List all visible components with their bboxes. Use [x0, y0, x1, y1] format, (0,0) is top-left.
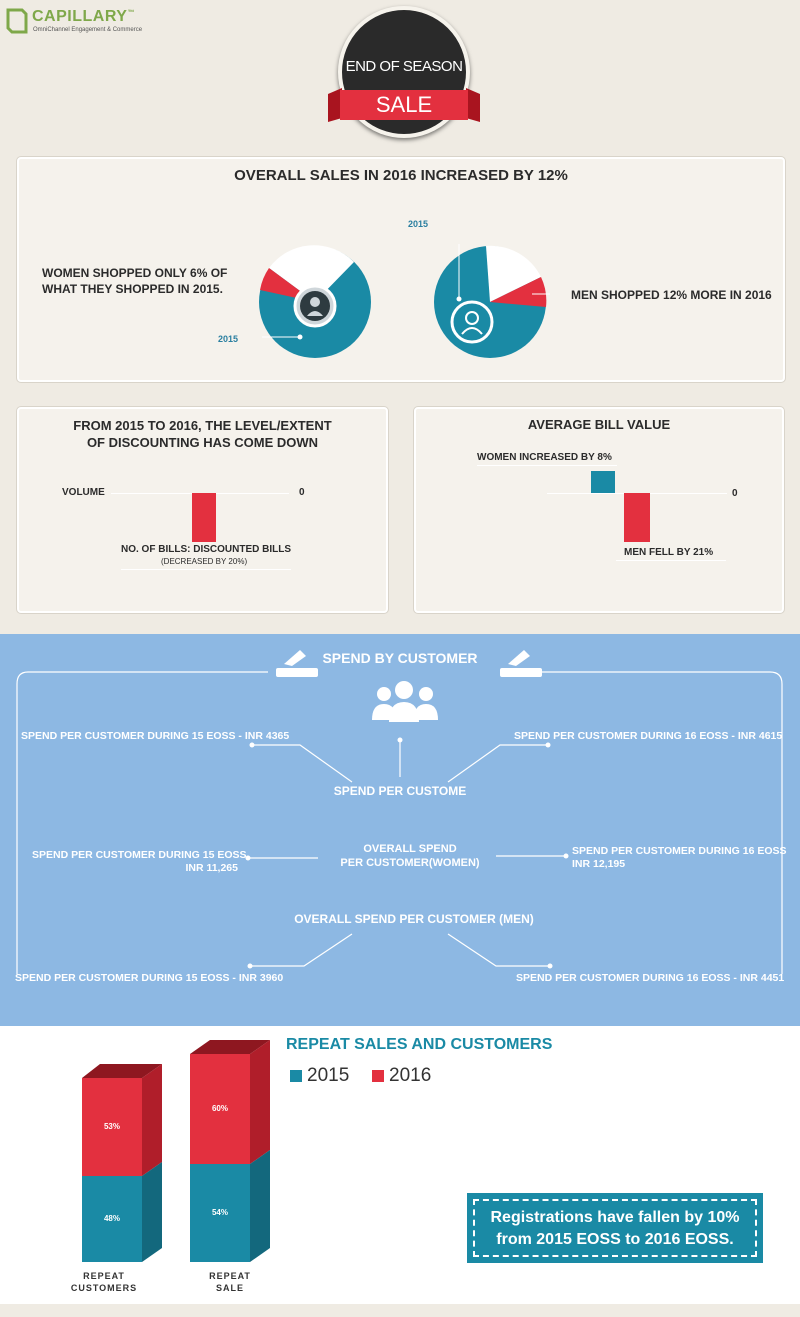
bottom-strip — [0, 1304, 800, 1317]
legend-2015-label: 2015 — [307, 1065, 350, 1086]
overall-sales-panel: OVERALL SALES IN 2016 INCREASED BY 12% W… — [17, 157, 785, 382]
abv-women-label: WOMEN INCREASED BY 8% — [477, 452, 612, 463]
women-year-label: 2015 — [218, 334, 239, 344]
repeat-sale-label-line2: SALE — [215, 1283, 244, 1293]
repeat-customers-2016-value: 53% — [103, 1122, 120, 1131]
logo-tagline: OmniChannel Engagement & Commerce — [33, 27, 143, 33]
badge-ribbon — [328, 88, 480, 122]
card-machine-icon-left — [276, 650, 318, 677]
repeat-sale-bar — [190, 1040, 270, 1262]
repeat-customers-label-line1: REPEAT — [83, 1271, 125, 1281]
women-spend-15-line2: INR 11,265 — [185, 862, 238, 874]
men-spend-15: SPEND PER CUSTOMER DURING 15 EOSS - INR … — [15, 972, 284, 984]
repeat-sale-label: REPEAT SALE — [190, 1270, 270, 1294]
discounting-title-line2: OF DISCOUNTING HAS COME DOWN — [86, 435, 319, 450]
discounted-bills-bar — [192, 493, 216, 542]
spend-section — [0, 634, 800, 1026]
women-pie — [259, 245, 371, 358]
men-pie — [434, 244, 550, 358]
men-text: MEN SHOPPED 12% MORE IN 2016 — [571, 288, 772, 302]
repeat-customers-label-line2: CUSTOMERS — [70, 1283, 138, 1293]
women-spend-16-line2: INR 12,195 — [572, 858, 626, 870]
women-overall-label: OVERALL SPEND PER CUSTOMER(WOMEN) — [320, 842, 500, 870]
women-overall-line1: OVERALL SPEND — [363, 843, 457, 855]
legend-2016-label: 2016 — [389, 1065, 432, 1086]
abv-women-bar — [591, 471, 615, 493]
spend-connectors — [16, 650, 783, 974]
legend-2015-swatch — [290, 1070, 302, 1082]
registrations-note-line2: from 2015 EOSS to 2016 EOSS. — [496, 1231, 734, 1248]
repeat-bar-chart — [82, 1040, 270, 1262]
overall-sales-title: OVERALL SALES IN 2016 INCREASED BY 12% — [234, 167, 568, 184]
abv-women-line — [477, 465, 617, 466]
abv-men-bar — [624, 493, 650, 542]
average-bill-panel: AVERAGE BILL VALUE WOMEN INCREASED BY 8%… — [414, 407, 784, 613]
logo-mark-icon — [6, 8, 28, 34]
registrations-note-line1: Registrations have fallen by 10% — [490, 1209, 740, 1226]
repeat-sale-label-line1: REPEAT — [209, 1271, 251, 1281]
women-spend-15-line1: SPEND PER CUSTOMER DURING 15 EOSS — [32, 849, 247, 861]
men-spend-16: SPEND PER CUSTOMER DURING 16 EOSS - INR … — [516, 972, 785, 984]
end-of-season-badge: END OF SEASON SALE — [324, 0, 484, 150]
repeat-customers-2015-value: 48% — [103, 1214, 120, 1223]
repeat-sale-2015-value: 54% — [211, 1208, 228, 1217]
spend-16-eoss: SPEND PER CUSTOMER DURING 16 EOSS - INR … — [514, 730, 783, 742]
registrations-note-border — [473, 1199, 757, 1257]
logo-name: CAPILLARY™ — [32, 8, 135, 25]
women-text: WOMEN SHOPPED ONLY 6% OF WHAT THEY SHOPP… — [42, 265, 227, 297]
discounted-bills-sub: (DECREASED BY 20%) — [161, 557, 248, 566]
spend-per-customer-label: SPEND PER CUSTOME — [333, 784, 467, 798]
discount-zero-label: 0 — [299, 487, 305, 498]
abv-men-label: MEN FELL BY 21% — [624, 547, 714, 558]
capillary-logo: CAPILLARY™ OmniChannel Engagement & Comm… — [6, 6, 146, 36]
women-spend-16-line1: SPEND PER CUSTOMER DURING 16 EOSS — [572, 845, 787, 857]
women-spend-15: SPEND PER CUSTOMER DURING 15 EOSS INR 11… — [32, 849, 247, 875]
men-overall-label: OVERALL SPEND PER CUSTOMER (MEN) — [294, 912, 534, 926]
logo-tm: ™ — [127, 9, 135, 17]
volume-label: VOLUME — [62, 487, 105, 498]
abv-zero-label: 0 — [732, 488, 738, 499]
discounted-bills-label: NO. OF BILLS: DISCOUNTED BILLS — [121, 544, 291, 555]
discount-underline — [121, 569, 291, 570]
women-overall-line2: PER CUSTOMER(WOMEN) — [340, 857, 480, 869]
women-text-line1: WOMEN SHOPPED ONLY 6% OF — [42, 266, 228, 280]
spend-title: SPEND BY CUSTOMER — [322, 650, 478, 666]
discounting-title: FROM 2015 TO 2016, THE LEVEL/EXTENT OF D… — [19, 417, 386, 451]
repeat-title: REPEAT SALES AND CUSTOMERS — [286, 1036, 553, 1053]
abv-men-line — [616, 560, 726, 561]
registrations-note-text: Registrations have fallen by 10% from 20… — [467, 1207, 763, 1251]
people-icon — [372, 681, 438, 722]
discounting-title-line1: FROM 2015 TO 2016, THE LEVEL/EXTENT — [73, 418, 332, 433]
card-machine-icon-right — [500, 650, 542, 677]
legend-2016-swatch — [372, 1070, 384, 1082]
repeat-customers-label: REPEAT CUSTOMERS — [64, 1270, 144, 1294]
men-year-label: 2015 — [408, 219, 429, 229]
average-bill-title: AVERAGE BILL VALUE — [527, 417, 671, 432]
repeat-sale-2016-value: 60% — [211, 1104, 228, 1113]
registrations-note: Registrations have fallen by 10% from 20… — [467, 1193, 763, 1263]
badge-line1: END OF SEASON — [345, 58, 463, 75]
women-text-line2: WHAT THEY SHOPPED IN 2015. — [42, 282, 223, 296]
women-spend-16: SPEND PER CUSTOMER DURING 16 EOSS INR 12… — [572, 845, 787, 871]
spend-15-eoss: SPEND PER CUSTOMER DURING 15 EOSS - INR … — [21, 730, 290, 742]
badge-line2: SALE — [375, 92, 433, 117]
discounting-panel: FROM 2015 TO 2016, THE LEVEL/EXTENT OF D… — [17, 407, 388, 613]
repeat-customers-bar — [82, 1064, 162, 1262]
